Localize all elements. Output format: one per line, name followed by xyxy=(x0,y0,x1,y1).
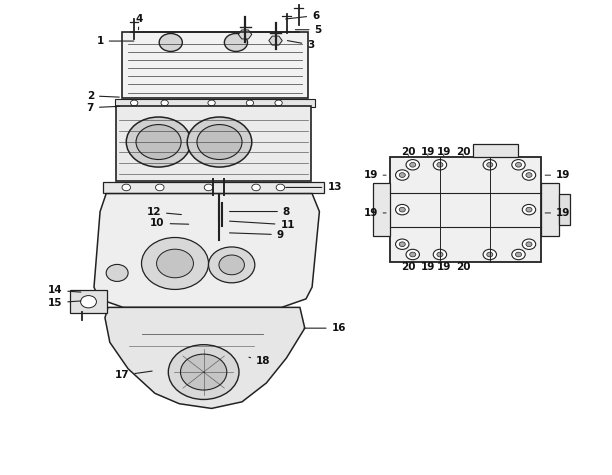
Circle shape xyxy=(399,207,405,212)
Circle shape xyxy=(106,265,128,281)
Text: 1: 1 xyxy=(97,36,134,46)
Circle shape xyxy=(399,242,405,247)
Text: 16: 16 xyxy=(304,323,346,333)
Text: 13: 13 xyxy=(286,182,342,192)
Circle shape xyxy=(526,242,532,247)
Text: 19: 19 xyxy=(420,262,435,272)
Circle shape xyxy=(395,170,409,180)
Circle shape xyxy=(81,295,97,308)
FancyBboxPatch shape xyxy=(70,290,107,313)
Circle shape xyxy=(515,162,521,167)
Text: 20: 20 xyxy=(401,147,416,157)
Circle shape xyxy=(197,124,242,160)
Polygon shape xyxy=(269,36,282,45)
Text: 17: 17 xyxy=(114,370,152,380)
Text: 19: 19 xyxy=(556,170,570,180)
Circle shape xyxy=(522,239,536,249)
Circle shape xyxy=(181,354,227,390)
Text: 20: 20 xyxy=(401,262,416,272)
Text: 9: 9 xyxy=(230,230,284,240)
Polygon shape xyxy=(239,30,252,39)
Circle shape xyxy=(512,249,525,260)
Text: 18: 18 xyxy=(249,356,271,366)
FancyBboxPatch shape xyxy=(373,183,390,236)
Text: 20: 20 xyxy=(456,262,471,272)
Text: 19: 19 xyxy=(436,147,451,157)
Circle shape xyxy=(395,239,409,249)
Circle shape xyxy=(204,184,213,191)
Circle shape xyxy=(526,207,532,212)
Text: 19: 19 xyxy=(436,262,451,272)
Circle shape xyxy=(155,184,164,191)
Circle shape xyxy=(252,184,260,191)
Circle shape xyxy=(168,345,239,399)
Circle shape xyxy=(126,117,191,167)
Circle shape xyxy=(522,204,536,215)
Circle shape xyxy=(395,204,409,215)
Circle shape xyxy=(483,160,496,170)
Circle shape xyxy=(437,252,443,257)
Circle shape xyxy=(409,162,416,167)
Circle shape xyxy=(515,252,521,257)
Text: 20: 20 xyxy=(456,147,471,157)
Text: 5: 5 xyxy=(296,25,322,35)
Circle shape xyxy=(437,162,443,167)
Text: 19: 19 xyxy=(556,208,570,218)
Circle shape xyxy=(187,117,252,167)
Text: 7: 7 xyxy=(87,103,119,113)
Text: 3: 3 xyxy=(288,40,315,50)
Text: 19: 19 xyxy=(364,170,378,180)
Polygon shape xyxy=(94,194,319,307)
FancyBboxPatch shape xyxy=(114,99,315,107)
Circle shape xyxy=(225,34,247,51)
FancyBboxPatch shape xyxy=(473,144,518,157)
Circle shape xyxy=(522,170,536,180)
FancyBboxPatch shape xyxy=(559,194,570,225)
Text: 10: 10 xyxy=(150,218,188,228)
Circle shape xyxy=(487,252,493,257)
Circle shape xyxy=(406,160,419,170)
Circle shape xyxy=(122,184,130,191)
Text: 6: 6 xyxy=(286,10,319,20)
Text: 19: 19 xyxy=(364,208,378,218)
Circle shape xyxy=(161,100,168,106)
FancyBboxPatch shape xyxy=(103,182,324,193)
Circle shape xyxy=(275,100,282,106)
Circle shape xyxy=(219,255,244,275)
Circle shape xyxy=(208,100,215,106)
Circle shape xyxy=(512,160,525,170)
Circle shape xyxy=(246,100,253,106)
Circle shape xyxy=(136,124,181,160)
Text: 19: 19 xyxy=(420,147,435,157)
Circle shape xyxy=(141,238,209,289)
FancyBboxPatch shape xyxy=(122,32,308,98)
FancyBboxPatch shape xyxy=(390,157,541,262)
Circle shape xyxy=(483,249,496,260)
Circle shape xyxy=(399,173,405,177)
Polygon shape xyxy=(105,307,305,408)
Text: 14: 14 xyxy=(48,285,81,295)
FancyBboxPatch shape xyxy=(116,106,311,181)
Circle shape xyxy=(130,100,138,106)
Text: 8: 8 xyxy=(230,207,290,217)
Circle shape xyxy=(406,249,419,260)
Text: 4: 4 xyxy=(135,14,143,30)
Circle shape xyxy=(157,249,193,278)
Text: 15: 15 xyxy=(48,298,81,308)
Circle shape xyxy=(433,160,447,170)
Text: 12: 12 xyxy=(146,207,181,217)
FancyBboxPatch shape xyxy=(541,183,559,236)
Circle shape xyxy=(487,162,493,167)
Circle shape xyxy=(409,252,416,257)
Circle shape xyxy=(209,247,255,283)
Circle shape xyxy=(433,249,447,260)
Circle shape xyxy=(276,184,285,191)
Circle shape xyxy=(159,34,182,51)
Circle shape xyxy=(526,173,532,177)
Text: 11: 11 xyxy=(230,220,295,230)
Text: 2: 2 xyxy=(87,91,119,101)
